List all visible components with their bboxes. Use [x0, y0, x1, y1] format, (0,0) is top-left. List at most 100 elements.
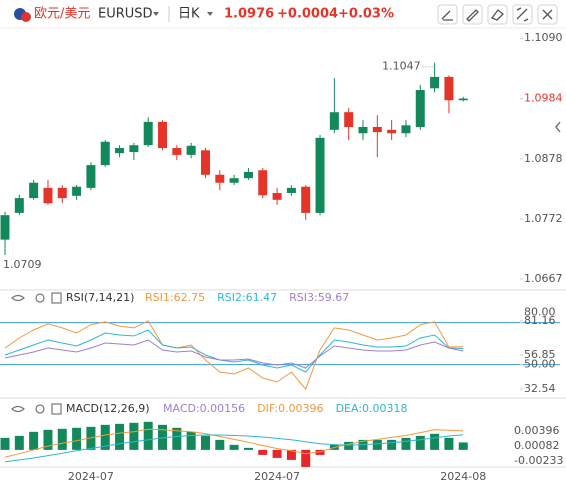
dropdown-arrow[interactable]: [207, 12, 213, 16]
x-tick-label: 2024-07: [68, 470, 114, 483]
draw-icon: [441, 10, 453, 21]
period[interactable]: 日K: [178, 7, 200, 22]
histogram-bar: [387, 439, 397, 450]
histogram-bar: [115, 423, 125, 450]
erase-button[interactable]: [487, 4, 508, 25]
close-panel-icon[interactable]: [51, 292, 62, 304]
legend-entry: DIF:0.00396: [257, 402, 323, 415]
change: +0.0004: [277, 7, 338, 22]
candle-body: [14, 198, 24, 213]
fullscreen-icon: [516, 7, 529, 22]
histogram-bar: [129, 422, 139, 450]
histogram-bar: [100, 424, 110, 450]
indicator-line: [4, 434, 464, 463]
histogram-bar: [43, 429, 53, 450]
erase-icon: [490, 9, 504, 21]
settings-icon[interactable]: [35, 293, 45, 303]
pen-icon: [466, 9, 479, 22]
candle-body: [29, 182, 39, 199]
histogram-bar: [401, 437, 411, 450]
histogram-bar: [158, 424, 168, 450]
draw-button[interactable]: [437, 4, 458, 25]
candle-body: [86, 165, 96, 188]
candle-body: [458, 98, 468, 101]
indicator-line: [4, 329, 464, 373]
candle-body: [401, 125, 411, 134]
change-pct: +0.03%: [338, 7, 394, 22]
candle-body: [415, 90, 425, 127]
high-annotation: 1.1047: [382, 60, 421, 73]
histogram-bar: [229, 444, 239, 450]
candle-body: [57, 187, 67, 199]
y-tick-label: 56.85: [524, 348, 556, 361]
indicator-line: [4, 339, 464, 369]
header: 欧元/美元 EURUSD 日K 1.0976 +0.0004 +0.03%: [14, 4, 558, 25]
histogram-bar: [430, 433, 440, 450]
pen-button[interactable]: [462, 4, 483, 25]
histogram-bar: [143, 421, 153, 450]
y-tick-label: 81.16: [524, 314, 556, 327]
candle-body: [229, 178, 239, 183]
candle-body: [358, 126, 368, 134]
legend-entry: DEA:0.00318: [336, 402, 408, 415]
candle-body: [243, 171, 253, 179]
y-tick-label: 32.54: [524, 382, 556, 395]
indicator-line: [4, 320, 464, 391]
candle-body: [344, 112, 354, 127]
candle-body: [143, 121, 153, 146]
candle-body: [43, 187, 53, 204]
indicator-title: MACD(12,26,9): [66, 402, 150, 415]
pair-name[interactable]: 欧元/美元: [34, 7, 90, 22]
y-tick-label: 1.0984: [524, 92, 563, 105]
candle-body: [115, 148, 125, 154]
settings-icon[interactable]: [35, 404, 45, 414]
histogram-bar: [200, 435, 210, 450]
y-tick-label: 50.00: [524, 358, 556, 371]
histogram-bar: [444, 437, 454, 450]
flag-icon: [21, 12, 31, 22]
histogram-bar: [344, 441, 354, 450]
candle-body: [186, 145, 196, 155]
histogram-bar: [258, 449, 268, 455]
y-tick-label: 1.0667: [524, 272, 563, 285]
histogram-bar: [215, 439, 225, 450]
legend-entry: MACD:0.00156: [163, 402, 245, 415]
x-tick-label: 2024-08: [440, 470, 486, 483]
indicator-line: [4, 428, 464, 458]
y-tick-label: 0.00396: [514, 424, 560, 437]
candle-body: [72, 186, 82, 196]
candle-body: [430, 76, 440, 89]
dropdown-arrow[interactable]: [153, 12, 159, 16]
eye-icon[interactable]: [11, 294, 25, 302]
y-tick-label: 1.0878: [524, 152, 563, 165]
x-tick-label: 2024-07: [254, 470, 300, 483]
candle-body: [272, 192, 282, 200]
candle-body: [158, 121, 168, 149]
close-panel-icon[interactable]: [51, 403, 62, 415]
y-tick-label: 0.00082: [514, 439, 560, 452]
fullscreen-button[interactable]: [512, 4, 533, 25]
histogram-bar: [458, 442, 468, 450]
side-panel-toggle[interactable]: [555, 121, 561, 133]
histogram-bar: [29, 431, 39, 450]
candle-body: [387, 129, 397, 134]
candle-body: [100, 141, 110, 166]
histogram-bar: [14, 435, 24, 450]
candle-body: [215, 174, 225, 183]
toolbar: [437, 4, 558, 25]
close-button[interactable]: [537, 4, 558, 25]
indicator-title: RSI(7,14,21): [66, 291, 134, 304]
histogram-bar: [415, 435, 425, 450]
histogram-bar: [286, 449, 296, 460]
eye-icon[interactable]: [11, 405, 25, 413]
candle-body: [200, 150, 210, 175]
histogram-bar: [72, 427, 82, 450]
legend-entry: RSI1:62.75: [145, 291, 205, 304]
low-annotation: 1.0709: [3, 258, 42, 271]
candle-body: [129, 145, 139, 153]
symbol[interactable]: EURUSD: [98, 7, 153, 22]
candle-body: [172, 148, 182, 155]
price: 1.0976: [224, 7, 274, 22]
histogram-bar: [301, 449, 311, 467]
